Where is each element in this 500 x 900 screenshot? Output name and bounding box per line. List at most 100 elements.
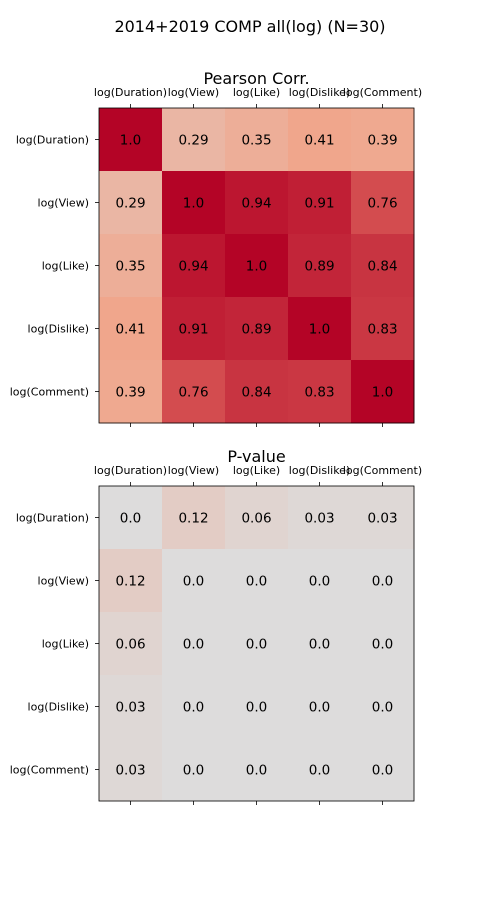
x-tick-label: log(View) <box>168 86 219 99</box>
heatmap-cell <box>288 738 352 802</box>
cell-value-label: 0.0 <box>309 574 330 590</box>
heatmap-cell <box>351 612 415 676</box>
y-tick-label: log(Comment) <box>10 386 89 399</box>
y-tick-label: log(Duration) <box>16 134 89 147</box>
cell-value-label: 0.06 <box>241 511 271 527</box>
heatmap-cell <box>288 171 352 235</box>
heatmap-cell <box>162 171 226 235</box>
heatmap-cell <box>351 486 415 550</box>
heatmap-cell <box>162 234 226 298</box>
heatmap-panel-1: Pearson Corr. 1.0 0.29 0.35 0.41 0.39 0.29 1.0 0… <box>10 69 422 427</box>
heatmap-cell <box>99 297 163 361</box>
cell-value-label: 0.84 <box>367 259 397 275</box>
x-tick-label: log(Like) <box>233 86 280 99</box>
heatmap-cell <box>351 549 415 613</box>
cell-value-label: 1.0 <box>246 259 267 275</box>
cell-value-label: 0.0 <box>120 511 141 527</box>
heatmap-cell <box>351 171 415 235</box>
heatmap-cell <box>288 612 352 676</box>
cell-value-label: 0.39 <box>367 133 397 149</box>
heatmap-cell <box>351 234 415 298</box>
cell-value-label: 0.94 <box>241 196 271 212</box>
cell-value-label: 0.0 <box>372 700 393 716</box>
x-tick-label: log(Dislike) <box>289 86 350 99</box>
cell-value-label: 0.89 <box>241 322 271 338</box>
y-tick-label: log(View) <box>38 575 89 588</box>
heatmap-cell <box>225 234 289 298</box>
heatmap-cell <box>288 108 352 172</box>
heatmap-cell <box>162 297 226 361</box>
heatmap-panel-2: P-value 0.0 0.12 0.06 0.03 0.03 0.12 0.0 0.0 0.0 0… <box>10 447 422 805</box>
cell-value-label: 0.0 <box>183 763 204 779</box>
y-tick-label: log(Dislike) <box>28 323 89 336</box>
heatmap-cell <box>351 108 415 172</box>
heatmap-cell <box>225 108 289 172</box>
heatmap-cell <box>288 297 352 361</box>
heatmap-cell <box>288 234 352 298</box>
cell-value-label: 0.91 <box>178 322 208 338</box>
cell-value-label: 1.0 <box>372 385 393 401</box>
heatmap-cell <box>225 738 289 802</box>
heatmap-cell <box>225 297 289 361</box>
cell-value-label: 0.03 <box>367 511 397 527</box>
heatmap-cell <box>99 108 163 172</box>
cell-value-label: 0.91 <box>304 196 334 212</box>
cell-value-label: 0.0 <box>372 763 393 779</box>
cell-value-label: 0.03 <box>115 763 145 779</box>
heatmap-cell <box>99 675 163 739</box>
cell-value-label: 0.0 <box>246 763 267 779</box>
y-tick-label: log(Dislike) <box>28 701 89 714</box>
x-tick-label: log(Comment) <box>343 86 422 99</box>
cell-value-label: 0.84 <box>241 385 271 401</box>
heatmap-cell <box>225 171 289 235</box>
heatmap-cell <box>162 612 226 676</box>
heatmap-cell <box>288 360 352 424</box>
cell-value-label: 0.0 <box>309 700 330 716</box>
cell-value-label: 0.0 <box>246 574 267 590</box>
heatmap-cell <box>99 234 163 298</box>
cell-value-label: 0.0 <box>246 637 267 653</box>
y-tick-label: log(Comment) <box>10 764 89 777</box>
cell-value-label: 1.0 <box>120 133 141 149</box>
heatmap-cell <box>288 675 352 739</box>
heatmap-cell <box>162 486 226 550</box>
cell-value-label: 1.0 <box>309 322 330 338</box>
cell-value-label: 0.0 <box>183 637 204 653</box>
cell-value-label: 0.0 <box>246 700 267 716</box>
cell-value-label: 0.76 <box>178 385 208 401</box>
cell-value-label: 0.06 <box>115 637 145 653</box>
figure-title: 2014+2019 COMP all(log) (N=30) <box>114 17 385 36</box>
heatmap-cell <box>351 297 415 361</box>
cell-value-label: 0.12 <box>115 574 145 590</box>
cell-value-label: 0.0 <box>309 637 330 653</box>
panel-title: P-value <box>227 447 285 466</box>
cell-value-label: 0.41 <box>304 133 334 149</box>
heatmap-cell <box>99 738 163 802</box>
cell-value-label: 0.0 <box>183 700 204 716</box>
heatmap-cell <box>99 612 163 676</box>
cell-value-label: 0.12 <box>178 511 208 527</box>
y-tick-label: log(Duration) <box>16 512 89 525</box>
cell-value-label: 0.03 <box>115 700 145 716</box>
heatmap-cell <box>99 360 163 424</box>
cell-value-label: 0.39 <box>115 385 145 401</box>
heatmap-cell <box>225 612 289 676</box>
cell-value-label: 0.29 <box>115 196 145 212</box>
heatmap-cell <box>162 108 226 172</box>
heatmap-cell <box>99 171 163 235</box>
x-tick-label: log(Dislike) <box>289 464 350 477</box>
x-tick-label: log(Comment) <box>343 464 422 477</box>
y-tick-label: log(Like) <box>42 260 89 273</box>
heatmap-cell <box>288 486 352 550</box>
x-tick-label: log(Duration) <box>94 464 167 477</box>
heatmap-cell <box>225 486 289 550</box>
cell-value-label: 0.76 <box>367 196 397 212</box>
x-tick-label: log(Like) <box>233 464 280 477</box>
panel-title: Pearson Corr. <box>203 69 309 88</box>
heatmap-cell <box>99 549 163 613</box>
cell-value-label: 0.0 <box>372 637 393 653</box>
cell-value-label: 0.89 <box>304 259 334 275</box>
heatmap-cell <box>351 738 415 802</box>
cell-value-label: 0.0 <box>183 574 204 590</box>
